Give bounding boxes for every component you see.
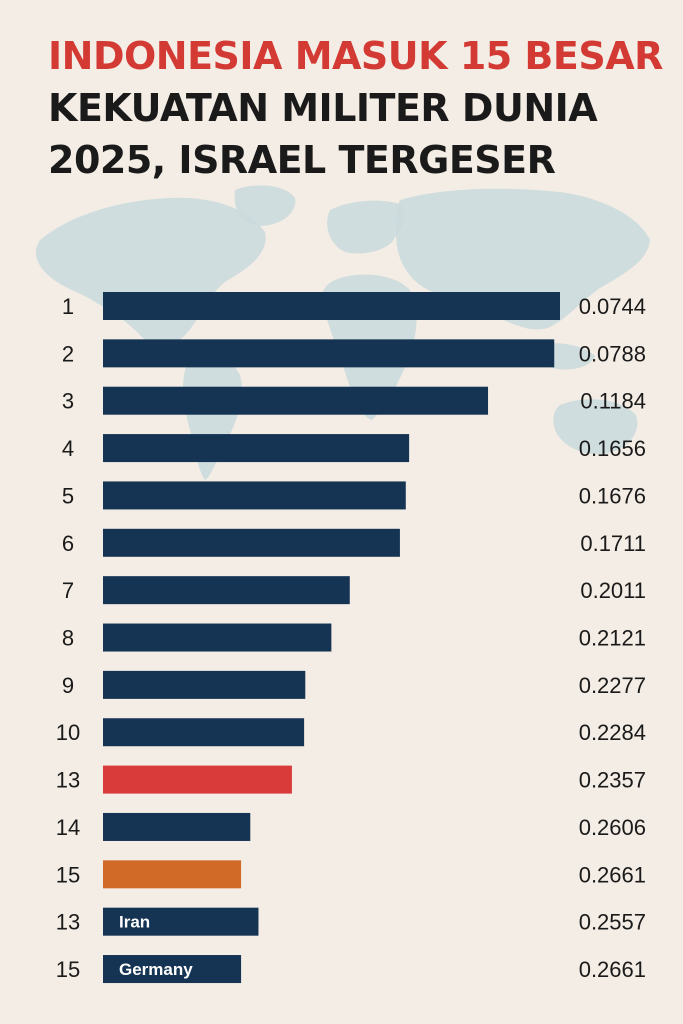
value-label: 0.2606: [579, 815, 646, 840]
value-label: 0.2284: [579, 720, 646, 745]
rank-label: 13: [56, 910, 80, 935]
value-label: 0.1676: [579, 483, 646, 508]
rank-label: 9: [62, 673, 74, 698]
bar: [103, 623, 332, 652]
bar: [103, 339, 555, 368]
rank-label: 15: [56, 957, 80, 982]
rank-label: 14: [56, 815, 80, 840]
map-north-america: [35, 197, 266, 346]
bar-label: Germany: [119, 960, 193, 979]
value-label: 0.2661: [579, 862, 646, 887]
value-label: 0.2121: [579, 626, 646, 651]
rank-label: 6: [62, 531, 74, 556]
map-greenland: [234, 185, 296, 226]
bar: [103, 292, 560, 320]
bar-label: Iran: [119, 913, 150, 932]
rank-label: 2: [62, 341, 74, 366]
rank-label: 13: [56, 768, 80, 793]
value-label: 0.2277: [579, 673, 646, 698]
value-label: 0.0788: [579, 341, 646, 366]
rank-label: 3: [62, 389, 74, 414]
bar: [103, 765, 292, 794]
bar: [103, 528, 400, 557]
bar: [103, 907, 259, 936]
rank-label: 10: [56, 720, 80, 745]
value-label: 0.2011: [580, 578, 646, 603]
bar: [103, 434, 410, 463]
rank-label: 4: [62, 436, 74, 461]
bar: [103, 481, 406, 510]
value-label: 0.2557: [579, 910, 646, 935]
bar: [103, 812, 251, 841]
value-label: 0.1711: [580, 531, 646, 556]
bar: [103, 860, 242, 889]
map-australia: [553, 399, 638, 455]
rank-label: 5: [62, 483, 74, 508]
bar: [103, 955, 242, 984]
rank-label: 1: [62, 294, 74, 319]
bar: [103, 576, 350, 605]
value-label: 0.2661: [579, 957, 646, 982]
bar: [103, 670, 306, 699]
value-label: 0.1656: [579, 436, 646, 461]
title-line-3: 2025, ISRAEL TERGESER: [48, 138, 556, 182]
rank-label: 8: [62, 626, 74, 651]
value-label: 0.1184: [580, 389, 646, 414]
value-label: 0.2357: [579, 768, 646, 793]
title-line-2: KEKUATAN MILITER DUNIA: [48, 86, 598, 130]
page-title: INDONESIA MASUK 15 BESAR KEKUATAN MILITE…: [48, 30, 668, 186]
bar: [103, 718, 305, 747]
title-line-1: INDONESIA MASUK 15 BESAR: [48, 34, 663, 78]
map-europe: [327, 200, 405, 254]
rank-label: 15: [56, 862, 80, 887]
bar: [103, 386, 489, 415]
rank-label: 7: [62, 578, 74, 603]
value-label: 0.0744: [579, 294, 646, 319]
